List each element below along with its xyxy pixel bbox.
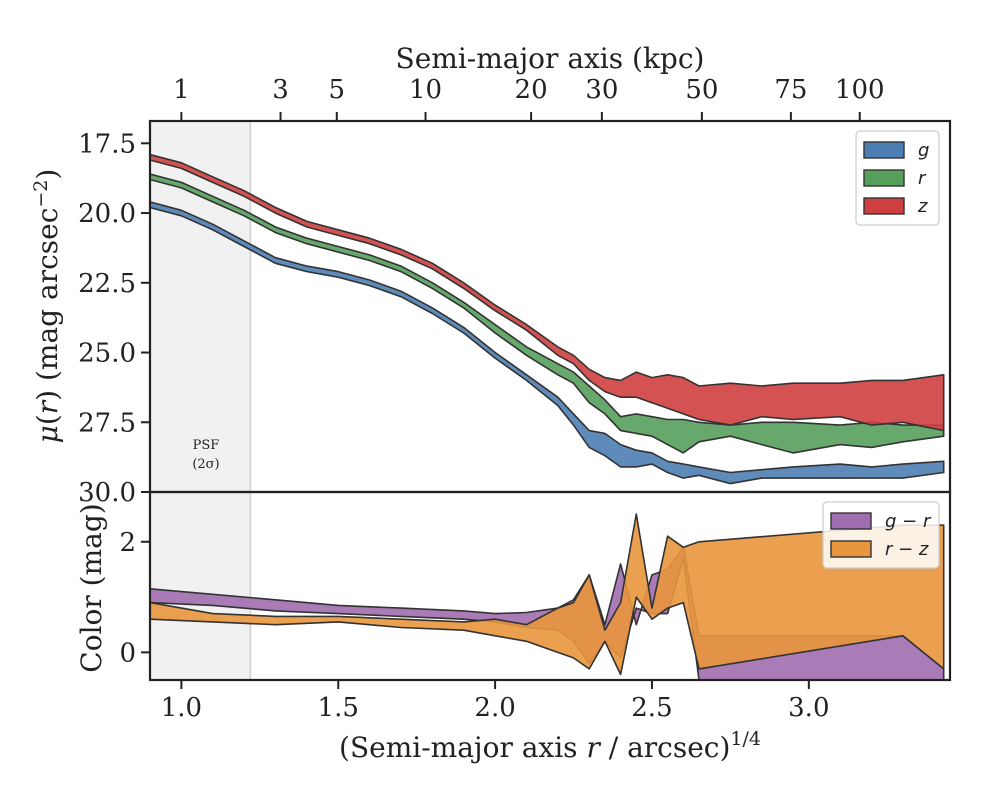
top-x-tick-label: 100 xyxy=(835,75,885,105)
sb-legend-swatch xyxy=(863,141,905,159)
sb-legend-label: z xyxy=(917,196,928,217)
bottom-x-tick-label: 1.0 xyxy=(161,693,202,723)
psf-annotation-label: PSF xyxy=(193,438,220,453)
top-x-tick-label: 50 xyxy=(685,75,718,105)
top-x-tick-label: 30 xyxy=(585,75,618,105)
bottom-y-tick-label: 2 xyxy=(119,528,136,558)
bottom-panel-frame xyxy=(148,490,952,682)
sb-legend-swatch xyxy=(863,197,905,215)
bottom-y-axis-title: Color (mag) xyxy=(75,503,108,672)
psf-annotation-sublabel: (2σ) xyxy=(192,457,219,472)
color-legend-swatch xyxy=(830,540,872,558)
top-y-tick-label: 17.5 xyxy=(78,129,136,159)
color-legend-swatch xyxy=(830,512,872,530)
color-panel: 0 2 1.0 1.5 2.0 2.5 3.0 g − r r − z xyxy=(119,490,952,723)
sb-band-g xyxy=(150,201,945,485)
top-x-tick-label: 1 xyxy=(173,75,190,105)
bottom-y-tick-label: 0 xyxy=(119,638,136,668)
sb-legend-label: r xyxy=(918,168,927,189)
top-y-tick-label: 27.5 xyxy=(78,408,136,438)
sb-band-z xyxy=(150,153,945,432)
sb-legend-label: g xyxy=(918,140,929,161)
top-x-tick-label: 10 xyxy=(409,75,442,105)
bottom-x-tick-label: 3.0 xyxy=(788,693,829,723)
top-y-axis-title: μ(r) (mag arcsec−2) xyxy=(30,169,64,444)
color-legend-label: r − z xyxy=(885,539,929,560)
top-x-tick-label: 20 xyxy=(515,75,548,105)
bottom-x-tick-label: 2.0 xyxy=(474,693,515,723)
bottom-x-axis-title: (Semi-major axis r / arcsec)1/4 xyxy=(339,728,761,764)
sb-band-r xyxy=(150,173,945,454)
bottom-x-tick-label: 1.5 xyxy=(318,693,359,723)
top-y-tick-label: 30.0 xyxy=(78,478,136,508)
sb-legend-swatch xyxy=(863,169,905,187)
top-x-tick-label: 5 xyxy=(329,75,346,105)
top-x-tick-label: 3 xyxy=(272,75,289,105)
color-legend-label: g − r xyxy=(885,511,932,532)
top-y-tick-label: 22.5 xyxy=(78,269,136,299)
psf-region xyxy=(150,121,251,680)
bottom-x-tick-label: 2.5 xyxy=(631,693,672,723)
top-x-tick-label: 75 xyxy=(774,75,807,105)
color-band-rz xyxy=(150,513,945,676)
axis-labels: Semi-major axis (kpc) μ(r) (mag arcsec−2… xyxy=(30,42,761,764)
top-x-axis-title: Semi-major axis (kpc) xyxy=(396,42,705,75)
top-y-tick-label: 25.0 xyxy=(78,339,136,369)
surface-brightness-panel: 17.520.022.525.027.530.01 3 5 10 20 30 50 75 100… xyxy=(78,75,952,680)
top-y-tick-label: 20.0 xyxy=(78,199,136,229)
